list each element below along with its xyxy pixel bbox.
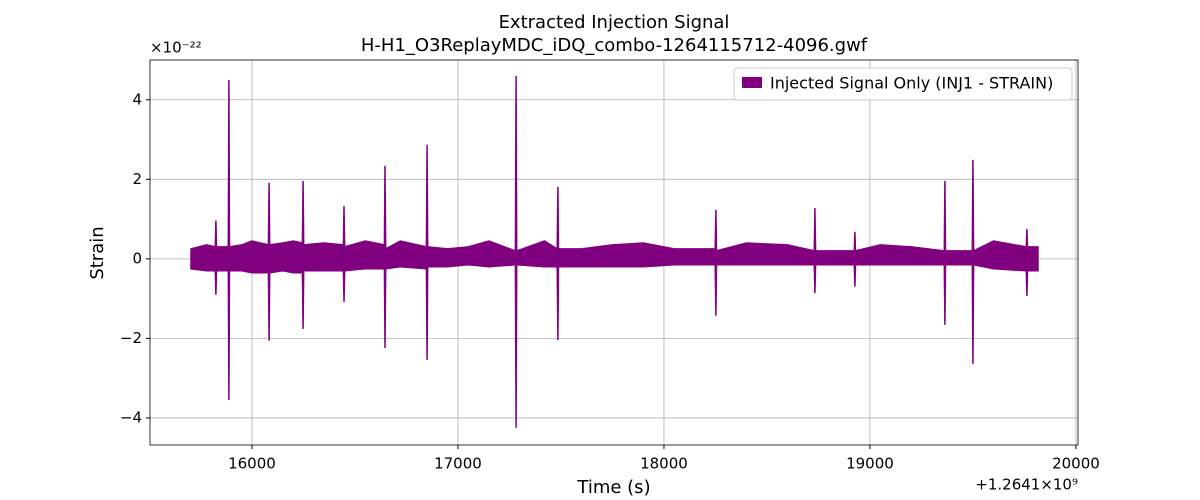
y-scale-label: ×10⁻²² bbox=[150, 39, 202, 57]
x-axis-label: Time (s) bbox=[576, 477, 650, 498]
legend-box bbox=[733, 67, 1073, 101]
x-tick-label: 17000 bbox=[434, 455, 482, 473]
legend-swatch bbox=[742, 77, 762, 88]
y-tick-label: −4 bbox=[120, 408, 142, 426]
x-tick-label: 16000 bbox=[228, 455, 276, 473]
plot-frame bbox=[149, 59, 1079, 446]
y-tick-label: 2 bbox=[132, 170, 142, 188]
y-tick-label: 0 bbox=[132, 249, 142, 267]
chart-subtitle: H-H1_O3ReplayMDC_iDQ_combo-1264115712-40… bbox=[361, 35, 868, 56]
y-tick-label: 4 bbox=[132, 90, 142, 108]
y-tick-label: −2 bbox=[120, 329, 142, 347]
x-tick-label: 20000 bbox=[1052, 455, 1100, 473]
signal-area bbox=[190, 75, 1039, 428]
chart-title: Extracted Injection Signal bbox=[499, 12, 730, 33]
x-offset-label: +1.2641×10⁹ bbox=[975, 476, 1078, 494]
x-tick-label: 19000 bbox=[846, 455, 894, 473]
x-tick-label: 18000 bbox=[640, 455, 688, 473]
y-axis-label: Strain bbox=[87, 226, 108, 279]
legend: Injected Signal Only (INJ1 - STRAIN) bbox=[733, 67, 1073, 101]
legend-label: Injected Signal Only (INJ1 - STRAIN) bbox=[770, 74, 1053, 93]
